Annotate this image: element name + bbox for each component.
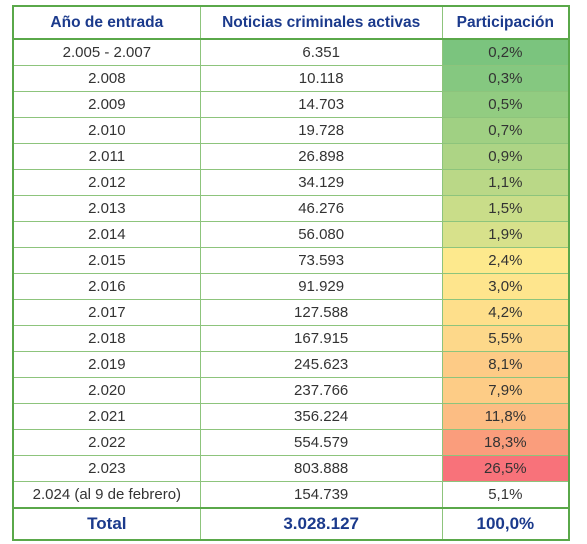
table-row: 2.008 10.118 0,3%: [12, 65, 570, 92]
table-cell: 2.010: [12, 117, 201, 144]
table-cell: 2.019: [12, 351, 201, 378]
table-cell: 0,9%: [441, 143, 570, 170]
table-body: 2.005 - 2.007 6.351 0,2% 2.008 10.118 0,3% 2.0…: [12, 38, 570, 541]
data-table: Año de entrada Noticias criminales activa…: [12, 5, 570, 541]
table-cell: 6.351: [199, 38, 443, 66]
header-row: Año de entrada Noticias criminales activa…: [12, 5, 570, 40]
table-cell: 2.017: [12, 299, 201, 326]
table-row: 2.010 19.728 0,7%: [12, 117, 570, 144]
table-cell: 19.728: [199, 117, 443, 144]
table-cell: 3,0%: [441, 273, 570, 300]
table-cell: 73.593: [199, 247, 443, 274]
table-row: 2.018 167.915 5,5%: [12, 325, 570, 352]
table-row: 2.022 554.579 18,3%: [12, 429, 570, 456]
table-cell: 2.018: [12, 325, 201, 352]
table-row: 2.013 46.276 1,5%: [12, 195, 570, 222]
table-cell: 2.009: [12, 91, 201, 118]
table-cell: 0,7%: [441, 117, 570, 144]
table-cell: 2.022: [12, 429, 201, 456]
table-cell: 2.008: [12, 65, 201, 92]
table-row: 2.011 26.898 0,9%: [12, 143, 570, 170]
table-row: 2.020 237.766 7,9%: [12, 377, 570, 404]
table-cell: 56.080: [199, 221, 443, 248]
table-row: 2.024 (al 9 de febrero) 154.739 5,1%: [12, 481, 570, 509]
table-cell: 14.703: [199, 91, 443, 118]
table-cell: 11,8%: [441, 403, 570, 430]
table-cell: 245.623: [199, 351, 443, 378]
table-cell: 91.929: [199, 273, 443, 300]
table-cell: 2,4%: [441, 247, 570, 274]
table-cell: 2.014: [12, 221, 201, 248]
table-cell: 127.588: [199, 299, 443, 326]
table-cell: 2.015: [12, 247, 201, 274]
table-cell: 1,5%: [441, 195, 570, 222]
table-row: 2.017 127.588 4,2%: [12, 299, 570, 326]
table-cell: 18,3%: [441, 429, 570, 456]
table-row: 2.021 356.224 11,8%: [12, 403, 570, 430]
header-cell: Participación: [441, 5, 570, 40]
table-cell: 1,9%: [441, 221, 570, 248]
table-cell: 356.224: [199, 403, 443, 430]
table-cell: 167.915: [199, 325, 443, 352]
table-cell: 154.739: [199, 481, 443, 509]
table-cell: 803.888: [199, 455, 443, 482]
table-cell: 0,3%: [441, 65, 570, 92]
table-cell: 1,1%: [441, 169, 570, 196]
table-cell: 0,5%: [441, 91, 570, 118]
total-cell: 3.028.127: [199, 507, 443, 541]
table-cell: 2.020: [12, 377, 201, 404]
table-cell: 237.766: [199, 377, 443, 404]
table-cell: 5,5%: [441, 325, 570, 352]
table-cell: 0,2%: [441, 38, 570, 66]
table-cell: 26.898: [199, 143, 443, 170]
table-cell: 2.005 - 2.007: [12, 38, 201, 66]
table-cell: 2.013: [12, 195, 201, 222]
table-cell: 2.011: [12, 143, 201, 170]
table-cell: 8,1%: [441, 351, 570, 378]
table-cell: 4,2%: [441, 299, 570, 326]
total-row: Total 3.028.127 100,0%: [12, 507, 570, 541]
table-cell: 46.276: [199, 195, 443, 222]
table-row: 2.016 91.929 3,0%: [12, 273, 570, 300]
table-row: 2.019 245.623 8,1%: [12, 351, 570, 378]
table-cell: 7,9%: [441, 377, 570, 404]
header-cell: Año de entrada: [12, 5, 201, 40]
table-row: 2.009 14.703 0,5%: [12, 91, 570, 118]
total-cell: Total: [12, 507, 201, 541]
table-row: 2.014 56.080 1,9%: [12, 221, 570, 248]
table-row: 2.015 73.593 2,4%: [12, 247, 570, 274]
table-cell: 2.012: [12, 169, 201, 196]
table-row: 2.005 - 2.007 6.351 0,2%: [12, 38, 570, 66]
table-row: 2.023 803.888 26,5%: [12, 455, 570, 482]
table-row: 2.012 34.129 1,1%: [12, 169, 570, 196]
table-cell: 2.023: [12, 455, 201, 482]
table-cell: 34.129: [199, 169, 443, 196]
table-cell: 2.016: [12, 273, 201, 300]
table-cell: 554.579: [199, 429, 443, 456]
table-cell: 2.021: [12, 403, 201, 430]
table-cell: 2.024 (al 9 de febrero): [12, 481, 201, 509]
table-cell: 10.118: [199, 65, 443, 92]
table-cell: 5,1%: [441, 481, 570, 509]
total-cell: 100,0%: [441, 507, 570, 541]
header-cell: Noticias criminales activas: [199, 5, 443, 40]
table-cell: 26,5%: [441, 455, 570, 482]
